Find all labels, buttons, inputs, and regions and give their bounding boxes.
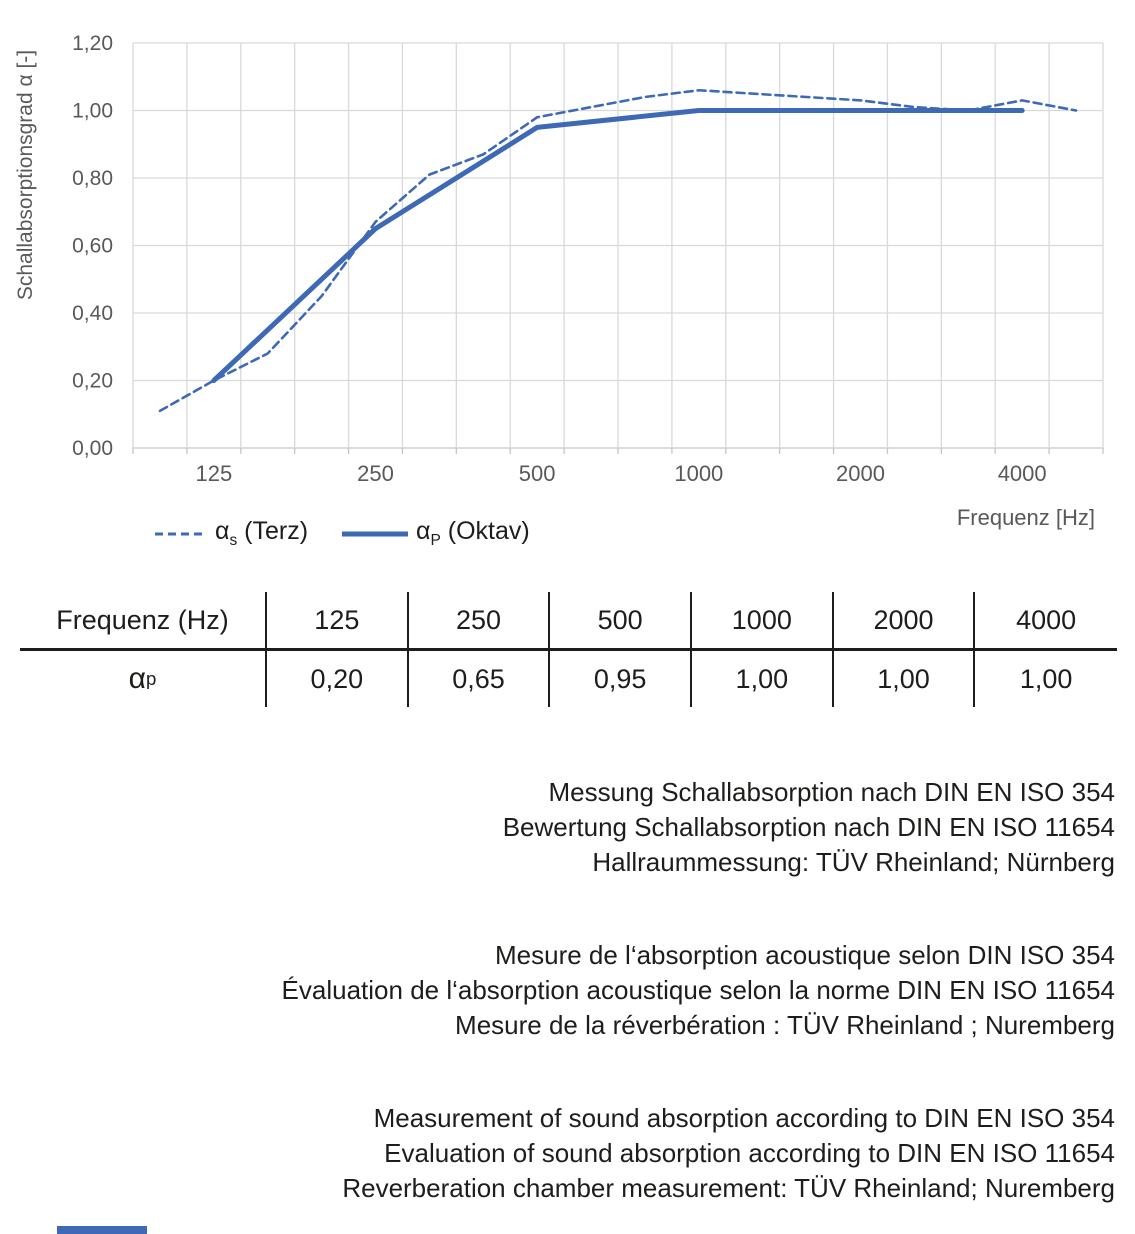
x-tick-label: 125 (195, 461, 232, 486)
table-value-cell: 0,65 (409, 651, 551, 707)
chart-legend: αs (Terz) αP (Oktav) (155, 517, 530, 550)
note-line: Mesure de l‘absorption acoustique selon … (494, 940, 1115, 970)
table-value-cell: 0,20 (267, 651, 409, 707)
solid-line-sample (342, 531, 409, 536)
y-tick-label: 0,80 (72, 167, 113, 190)
absorption-chart-svg: 0,00 0,20 0,40 0,60 0,80 1,00 1,20 125 250 500 10… (14, 32, 1104, 530)
x-tick-label: 250 (357, 461, 394, 486)
dashed-line-sample (155, 532, 207, 535)
note-line: Evaluation of sound absorption according… (384, 1138, 1115, 1168)
y-tick-label: 0,00 (72, 437, 113, 460)
note-line: Bewertung Schallabsorption nach DIN EN I… (502, 812, 1115, 842)
notes-section: Messung Schallabsorption nach DIN EN ISO… (0, 775, 1135, 1206)
y-tick-label: 0,60 (72, 235, 113, 258)
table-value-cell: 1,00 (834, 651, 976, 707)
alpha-symbol: α (416, 517, 431, 545)
x-axis-tick-labels: 125 250 500 1000 2000 4000 (195, 461, 1046, 486)
note-block-english: Measurement of sound absorption accordin… (0, 1101, 1115, 1206)
note-line: Reverberation chamber measurement: TÜV R… (342, 1173, 1115, 1203)
y-tick-label: 0,20 (72, 370, 113, 393)
alpha-symbol: α (128, 662, 146, 695)
alpha-subscript: P (430, 532, 441, 549)
absorption-chart: 0,00 0,20 0,40 0,60 0,80 1,00 1,20 125 250 500 10… (0, 0, 1135, 570)
table-header-cell: Frequenz (Hz) (20, 592, 267, 651)
table-header-cell: 250 (408, 592, 551, 651)
alpha-subscript: p (146, 668, 157, 689)
legend-text: (Oktav) (440, 517, 530, 545)
y-tick-label: 1,20 (72, 32, 113, 55)
legend-item-terz: αs (Terz) (155, 517, 308, 550)
note-block-german: Messung Schallabsorption nach DIN EN ISO… (0, 775, 1115, 880)
x-axis-title: Frequenz [Hz] (957, 505, 1095, 530)
legend-label-oktav: αP (Oktav) (416, 517, 530, 550)
y-axis-title: Schallabsorptionsgrad α [-] (14, 50, 37, 300)
table-header-cell: 2000 (833, 592, 976, 651)
series-oktav-solid-line (211, 108, 1025, 383)
y-axis-tick-labels: 0,00 0,20 0,40 0,60 0,80 1,00 1,20 (72, 32, 113, 460)
note-line: Évaluation de l‘absorption acoustique se… (281, 975, 1115, 1005)
note-line: Messung Schallabsorption nach DIN EN ISO… (548, 777, 1115, 807)
table-value-cell: 0,95 (550, 651, 692, 707)
table-header-cell: 500 (550, 592, 692, 651)
y-tick-label: 0,40 (72, 302, 113, 325)
note-line: Measurement of sound absorption accordin… (373, 1103, 1115, 1133)
note-line: Hallraummessung: TÜV Rheinland; Nürnberg (592, 847, 1115, 877)
alpha-subscript: s (229, 532, 238, 549)
table-header-cell: 125 (267, 592, 409, 651)
table-value-cell: 1,00 (1019, 663, 1073, 694)
legend-label-terz: αs (Terz) (215, 517, 308, 550)
x-tick-label: 500 (519, 461, 556, 486)
footer-accent-bar (57, 1226, 147, 1234)
legend-text: (Terz) (237, 517, 309, 545)
x-tick-label: 4000 (998, 461, 1047, 486)
x-tick-label: 2000 (836, 461, 885, 486)
chart-gridlines (132, 42, 1104, 454)
table-value-cell: 1,00 (692, 651, 834, 707)
y-tick-label: 1,00 (72, 100, 113, 123)
table-header-cell: 4000 (975, 592, 1117, 651)
table-header-cell: 1000 (692, 592, 834, 651)
frequency-absorption-table: Frequenz (Hz) 125 250 500 1000 2000 4000 α p 0,20… (20, 592, 1117, 707)
note-block-french: Mesure de l‘absorption acoustique selon … (0, 938, 1115, 1043)
x-tick-label: 1000 (674, 461, 723, 486)
chart-series-lines (158, 88, 1078, 413)
note-line: Mesure de la réverbération : TÜV Rheinla… (455, 1010, 1115, 1040)
alpha-symbol: α (215, 517, 230, 545)
series-terz-dashed-line (158, 88, 1078, 413)
legend-item-oktav: αP (Oktav) (342, 517, 530, 550)
